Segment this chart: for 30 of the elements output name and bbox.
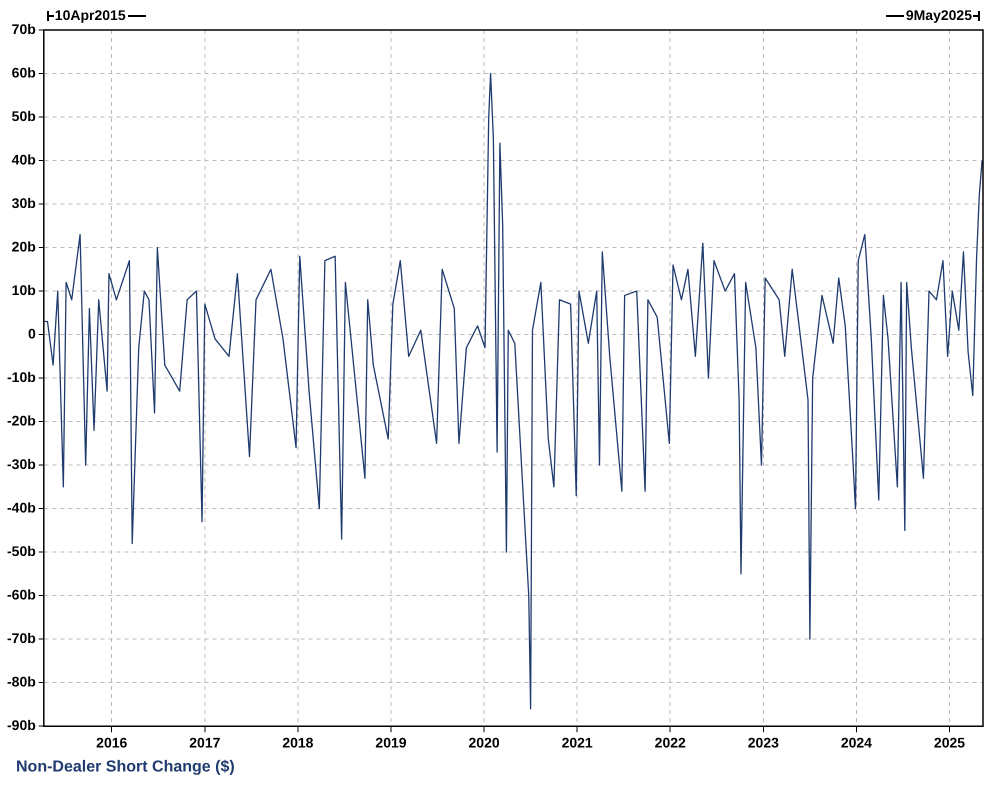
x-tick-label: 2020 — [468, 734, 500, 750]
y-tick-label: 30b — [12, 194, 36, 211]
y-tick-label: 10b — [12, 282, 36, 298]
y-tick-label: -50b — [6, 543, 36, 560]
y-tick-label: -70b — [6, 630, 36, 646]
y-tick-label: -80b — [6, 674, 36, 690]
text: 9May2025 — [906, 6, 972, 23]
y-tick-label: -90b — [6, 717, 36, 734]
y-tick-label: 70b — [12, 20, 36, 37]
y-tick-label: 50b — [12, 108, 36, 124]
y-tick-label: 20b — [12, 238, 36, 254]
x-tick-label: 2023 — [748, 734, 780, 750]
x-tick-label: 2022 — [654, 734, 686, 750]
x-tick-label: 2018 — [282, 734, 314, 750]
y-tick-label: -10b — [6, 368, 36, 385]
y-tick-label: -40b — [6, 499, 36, 516]
x-tick-label: 2024 — [840, 734, 872, 750]
y-tick-label: 60b — [12, 64, 36, 80]
x-tick-label: 2019 — [375, 734, 407, 750]
y-tick-label: -60b — [6, 586, 36, 603]
text: Non-Dealer Short Change ($) — [16, 758, 235, 776]
x-tick-label: 2016 — [96, 734, 128, 750]
y-tick-label: 0 — [28, 325, 36, 342]
text: 10Apr2015 — [54, 6, 126, 23]
x-tick-label: 2017 — [189, 734, 221, 750]
y-tick-label: -30b — [6, 456, 36, 472]
x-tick-label: 2025 — [934, 734, 966, 750]
y-tick-label: 40b — [12, 151, 36, 168]
y-tick-label: -20b — [6, 412, 36, 428]
x-tick-label: 2021 — [562, 734, 593, 750]
